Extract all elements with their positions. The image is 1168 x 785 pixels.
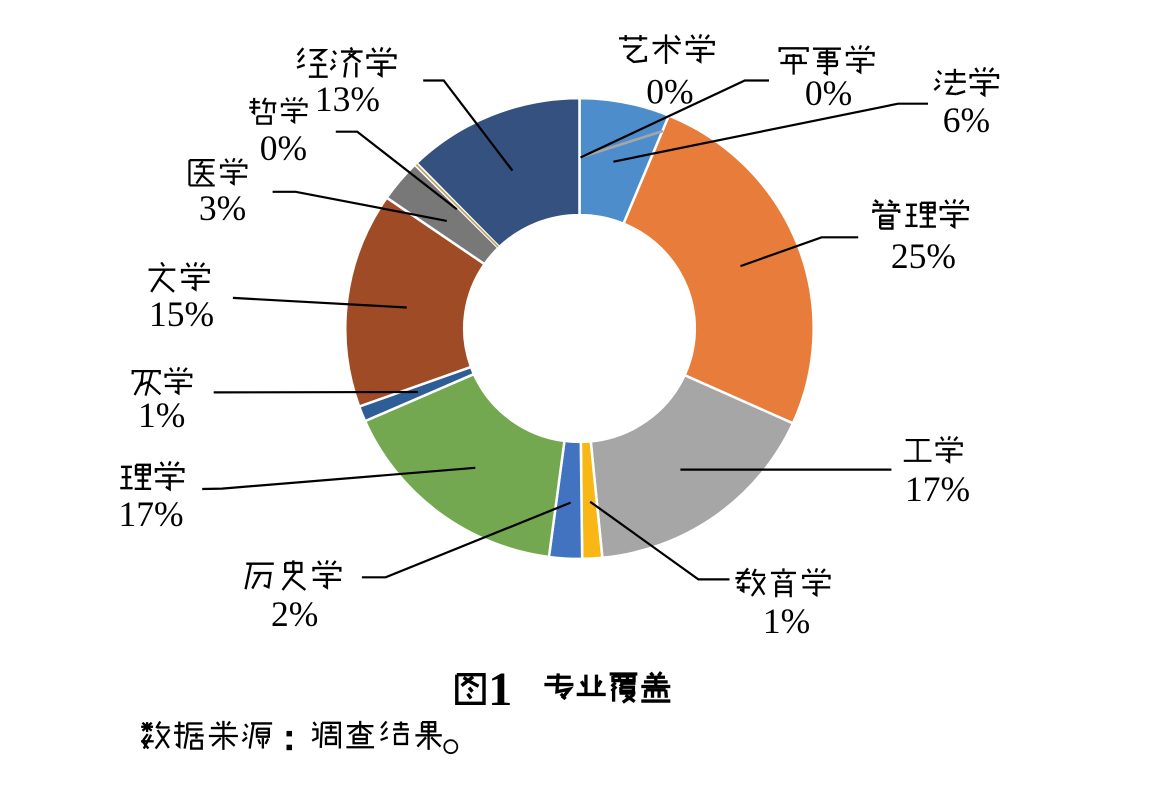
svg-text:17%: 17% bbox=[905, 469, 970, 509]
svg-text:1%: 1% bbox=[138, 395, 185, 435]
svg-text:6%: 6% bbox=[943, 100, 990, 140]
svg-text:0%: 0% bbox=[260, 128, 307, 168]
svg-text:3%: 3% bbox=[199, 188, 246, 228]
svg-text:2%: 2% bbox=[271, 594, 318, 634]
svg-text:1: 1 bbox=[488, 663, 512, 716]
svg-text:0%: 0% bbox=[646, 72, 693, 112]
svg-text:25%: 25% bbox=[891, 236, 956, 276]
svg-text:17%: 17% bbox=[119, 494, 184, 534]
svg-text:0%: 0% bbox=[805, 73, 852, 113]
svg-text:15%: 15% bbox=[149, 294, 214, 334]
svg-text:13%: 13% bbox=[315, 79, 380, 119]
svg-text:1%: 1% bbox=[763, 601, 810, 641]
